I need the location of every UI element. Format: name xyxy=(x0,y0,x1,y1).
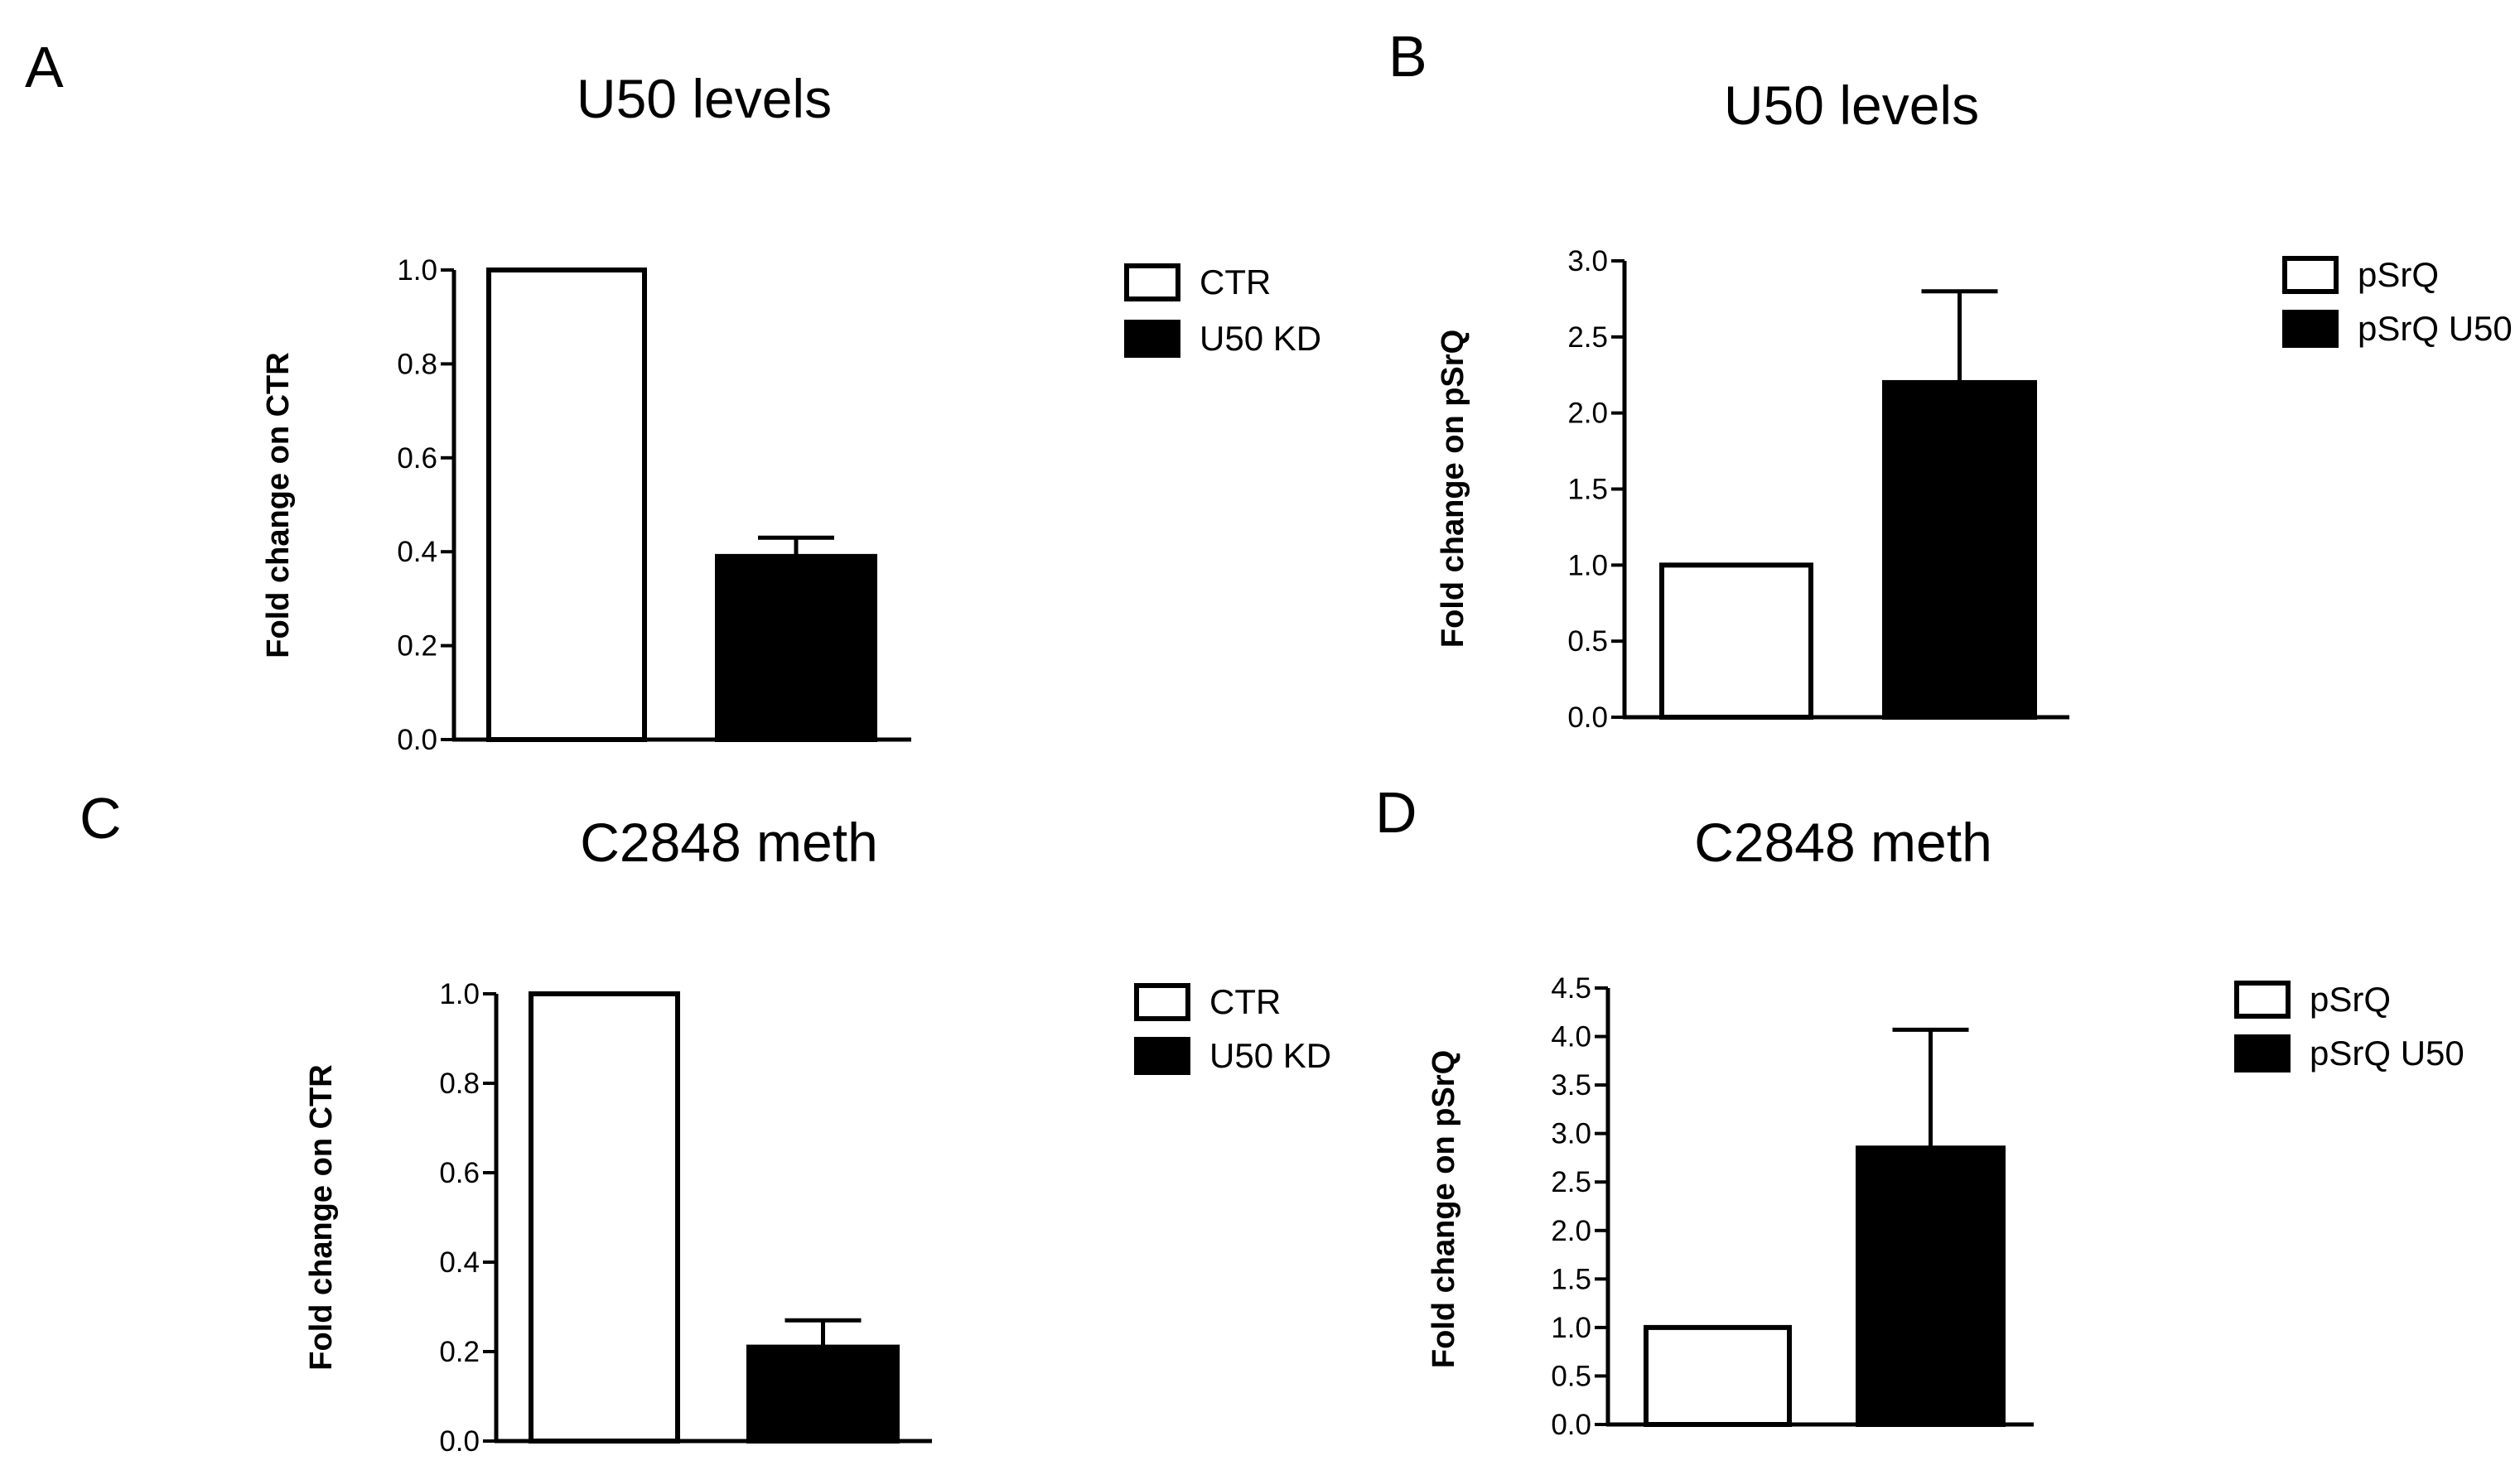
y-tick-label: 0.0 xyxy=(439,1425,480,1458)
panel-label: A xyxy=(25,35,64,99)
y-tick-label: 3.5 xyxy=(1551,1069,1591,1101)
y-tick-label: 0.5 xyxy=(1567,625,1608,658)
legend-swatch xyxy=(1124,263,1180,301)
y-tick-label: 0.6 xyxy=(397,442,437,475)
panel-label: C xyxy=(80,786,122,851)
legend-label: CTR xyxy=(1200,263,1271,301)
panel-label: D xyxy=(1375,780,1417,845)
legend-swatch xyxy=(2234,1034,2291,1073)
legend-label: pSrQ U50 xyxy=(2358,309,2513,348)
y-tick-label: 0.8 xyxy=(439,1068,480,1100)
y-tick-label: 2.5 xyxy=(1567,321,1608,354)
panel-label: B xyxy=(1388,24,1427,89)
y-tick-label: 0.0 xyxy=(1567,701,1608,734)
bar-control xyxy=(486,268,647,742)
y-tick-label: 1.0 xyxy=(1567,549,1608,581)
y-axis-label: Fold change on pSrQ xyxy=(1436,330,1470,648)
legend-label: CTR xyxy=(1209,982,1281,1021)
y-tick-label: 0.5 xyxy=(1551,1360,1591,1392)
y-tick-label: 1.5 xyxy=(1551,1263,1591,1295)
legend-label: pSrQ xyxy=(2358,255,2439,294)
legend-label: pSrQ xyxy=(2310,980,2391,1019)
y-tick-label: 2.5 xyxy=(1551,1166,1591,1198)
y-tick-label: 0.2 xyxy=(439,1336,480,1368)
legend-label: U50 KD xyxy=(1209,1036,1331,1075)
y-tick-label: 0.6 xyxy=(439,1157,480,1189)
bar-control xyxy=(529,991,680,1444)
legend-swatch xyxy=(2282,310,2339,348)
legend-swatch xyxy=(1134,983,1190,1021)
bar-control xyxy=(1644,1324,1792,1428)
chart-title: C2848 meth xyxy=(580,812,878,873)
bar-control xyxy=(1659,562,1813,720)
y-tick-label: 2.0 xyxy=(1551,1215,1591,1247)
chart-title: U50 levels xyxy=(577,68,832,129)
y-tick-label: 0.4 xyxy=(439,1246,480,1279)
legend-swatch xyxy=(1134,1037,1190,1075)
chart-title: U50 levels xyxy=(1724,75,1979,136)
y-tick-label: 0.0 xyxy=(397,724,437,756)
y-tick-label: 1.0 xyxy=(1551,1312,1591,1344)
bar-treatment xyxy=(746,1344,900,1444)
chart-title: C2848 meth xyxy=(1694,812,1992,873)
legend-swatch xyxy=(2234,981,2291,1019)
y-tick-label: 0.2 xyxy=(397,630,437,663)
bar-treatment xyxy=(715,553,877,742)
legend-label: pSrQ U50 xyxy=(2310,1034,2464,1073)
y-tick-label: 1.5 xyxy=(1567,474,1608,506)
y-tick-label: 1.0 xyxy=(439,978,480,1010)
bar-treatment xyxy=(1882,379,2037,720)
y-tick-label: 0.0 xyxy=(1551,1409,1591,1441)
y-tick-label: 3.0 xyxy=(1567,245,1608,277)
y-axis-label: Fold change on pSrQ xyxy=(1427,1050,1461,1368)
y-tick-label: 4.5 xyxy=(1551,972,1591,1005)
y-tick-label: 2.0 xyxy=(1567,398,1608,430)
y-axis-label: Fold change on CTR xyxy=(261,352,296,658)
y-tick-label: 1.0 xyxy=(397,254,437,287)
y-tick-label: 3.0 xyxy=(1551,1118,1591,1150)
legend-label: U50 KD xyxy=(1200,319,1321,358)
y-tick-label: 4.0 xyxy=(1551,1021,1591,1053)
y-tick-label: 0.8 xyxy=(397,348,437,380)
bar-treatment xyxy=(1856,1145,2006,1427)
legend-swatch xyxy=(1124,320,1180,358)
legend-swatch xyxy=(2282,256,2339,294)
y-axis-label: Fold change on CTR xyxy=(304,1064,339,1370)
y-tick-label: 0.4 xyxy=(397,536,437,568)
